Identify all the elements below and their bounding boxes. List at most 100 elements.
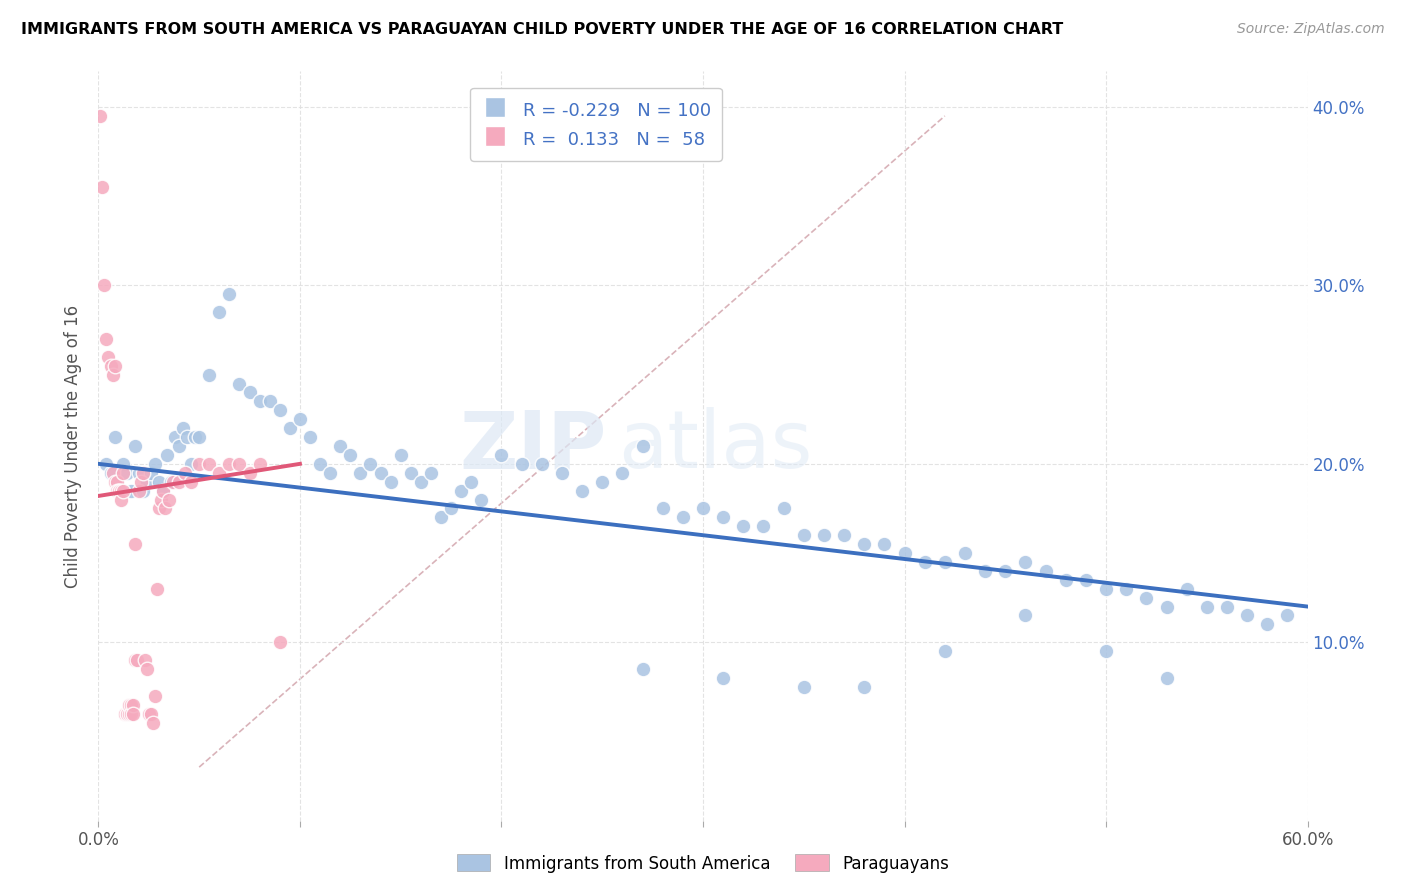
Point [1236,608,1258,623]
Point [152,483,174,498]
Point [118,706,141,721]
Point [139,466,162,480]
Point [934,555,956,569]
Point [370,466,392,480]
Point [360,457,382,471]
Point [470,492,492,507]
Point [1195,599,1218,614]
Point [180,457,202,471]
Point [329,439,352,453]
Point [134,653,156,667]
Point [793,528,815,542]
Point [184,430,207,444]
Point [172,421,194,435]
Point [733,519,755,533]
Point [1014,555,1036,569]
Point [143,457,166,471]
Point [198,457,221,471]
Point [162,475,184,489]
Point [1156,599,1178,614]
Point [1074,573,1097,587]
Point [153,501,176,516]
Point [239,385,262,400]
Point [107,483,129,498]
Point [121,706,143,721]
Point [208,305,231,319]
Point [1095,644,1118,658]
Point [249,394,271,409]
Point [124,653,146,667]
Point [612,466,634,480]
Point [89,109,111,123]
Point [228,457,250,471]
Point [96,457,118,471]
Point [142,715,165,730]
Point [124,537,146,551]
Point [149,492,172,507]
Point [1135,591,1157,605]
Text: IMMIGRANTS FROM SOUTH AMERICA VS PARAGUAYAN CHILD POVERTY UNDER THE AGE OF 16 CO: IMMIGRANTS FROM SOUTH AMERICA VS PARAGUA… [21,22,1063,37]
Point [672,510,695,524]
Point [218,287,240,301]
Point [974,564,997,578]
Point [631,662,654,676]
Y-axis label: Child Poverty Under the Age of 16: Child Poverty Under the Age of 16 [65,304,83,588]
Point [110,483,132,498]
Point [409,475,432,489]
Point [157,492,180,507]
Point [132,483,155,498]
Point [994,564,1017,578]
Point [853,680,876,694]
Text: atlas: atlas [619,407,813,485]
Text: Source: ZipAtlas.com: Source: ZipAtlas.com [1237,22,1385,37]
Point [953,546,976,560]
Point [1175,582,1198,596]
Point [430,510,453,524]
Point [309,457,332,471]
Point [101,466,124,480]
Point [269,403,291,417]
Point [832,528,855,542]
Point [440,501,463,516]
Point [1115,582,1137,596]
Point [249,457,271,471]
Point [120,698,142,712]
Point [380,475,402,489]
Point [163,430,186,444]
Point [146,582,169,596]
Point [571,483,593,498]
Point [1216,599,1239,614]
Point [278,421,301,435]
Point [1156,671,1178,685]
Point [551,466,574,480]
Point [174,466,197,480]
Point [399,466,422,480]
Point [793,680,815,694]
Point [692,501,714,516]
Point [97,350,120,364]
Point [651,501,673,516]
Point [101,368,124,382]
Point [339,448,361,462]
Point [111,483,134,498]
Point [129,475,152,489]
Point [853,537,876,551]
Point [934,644,956,658]
Point [115,466,138,480]
Point [198,368,221,382]
Point [319,466,342,480]
Point [188,457,211,471]
Point [752,519,775,533]
Point [1035,564,1057,578]
Point [188,430,211,444]
Point [121,698,143,712]
Point [100,466,122,480]
Point [128,466,150,480]
Point [105,475,128,489]
Point [460,475,482,489]
Point [143,689,166,703]
Point [139,706,162,721]
Point [111,466,134,480]
Point [118,698,141,712]
Point [107,483,129,498]
